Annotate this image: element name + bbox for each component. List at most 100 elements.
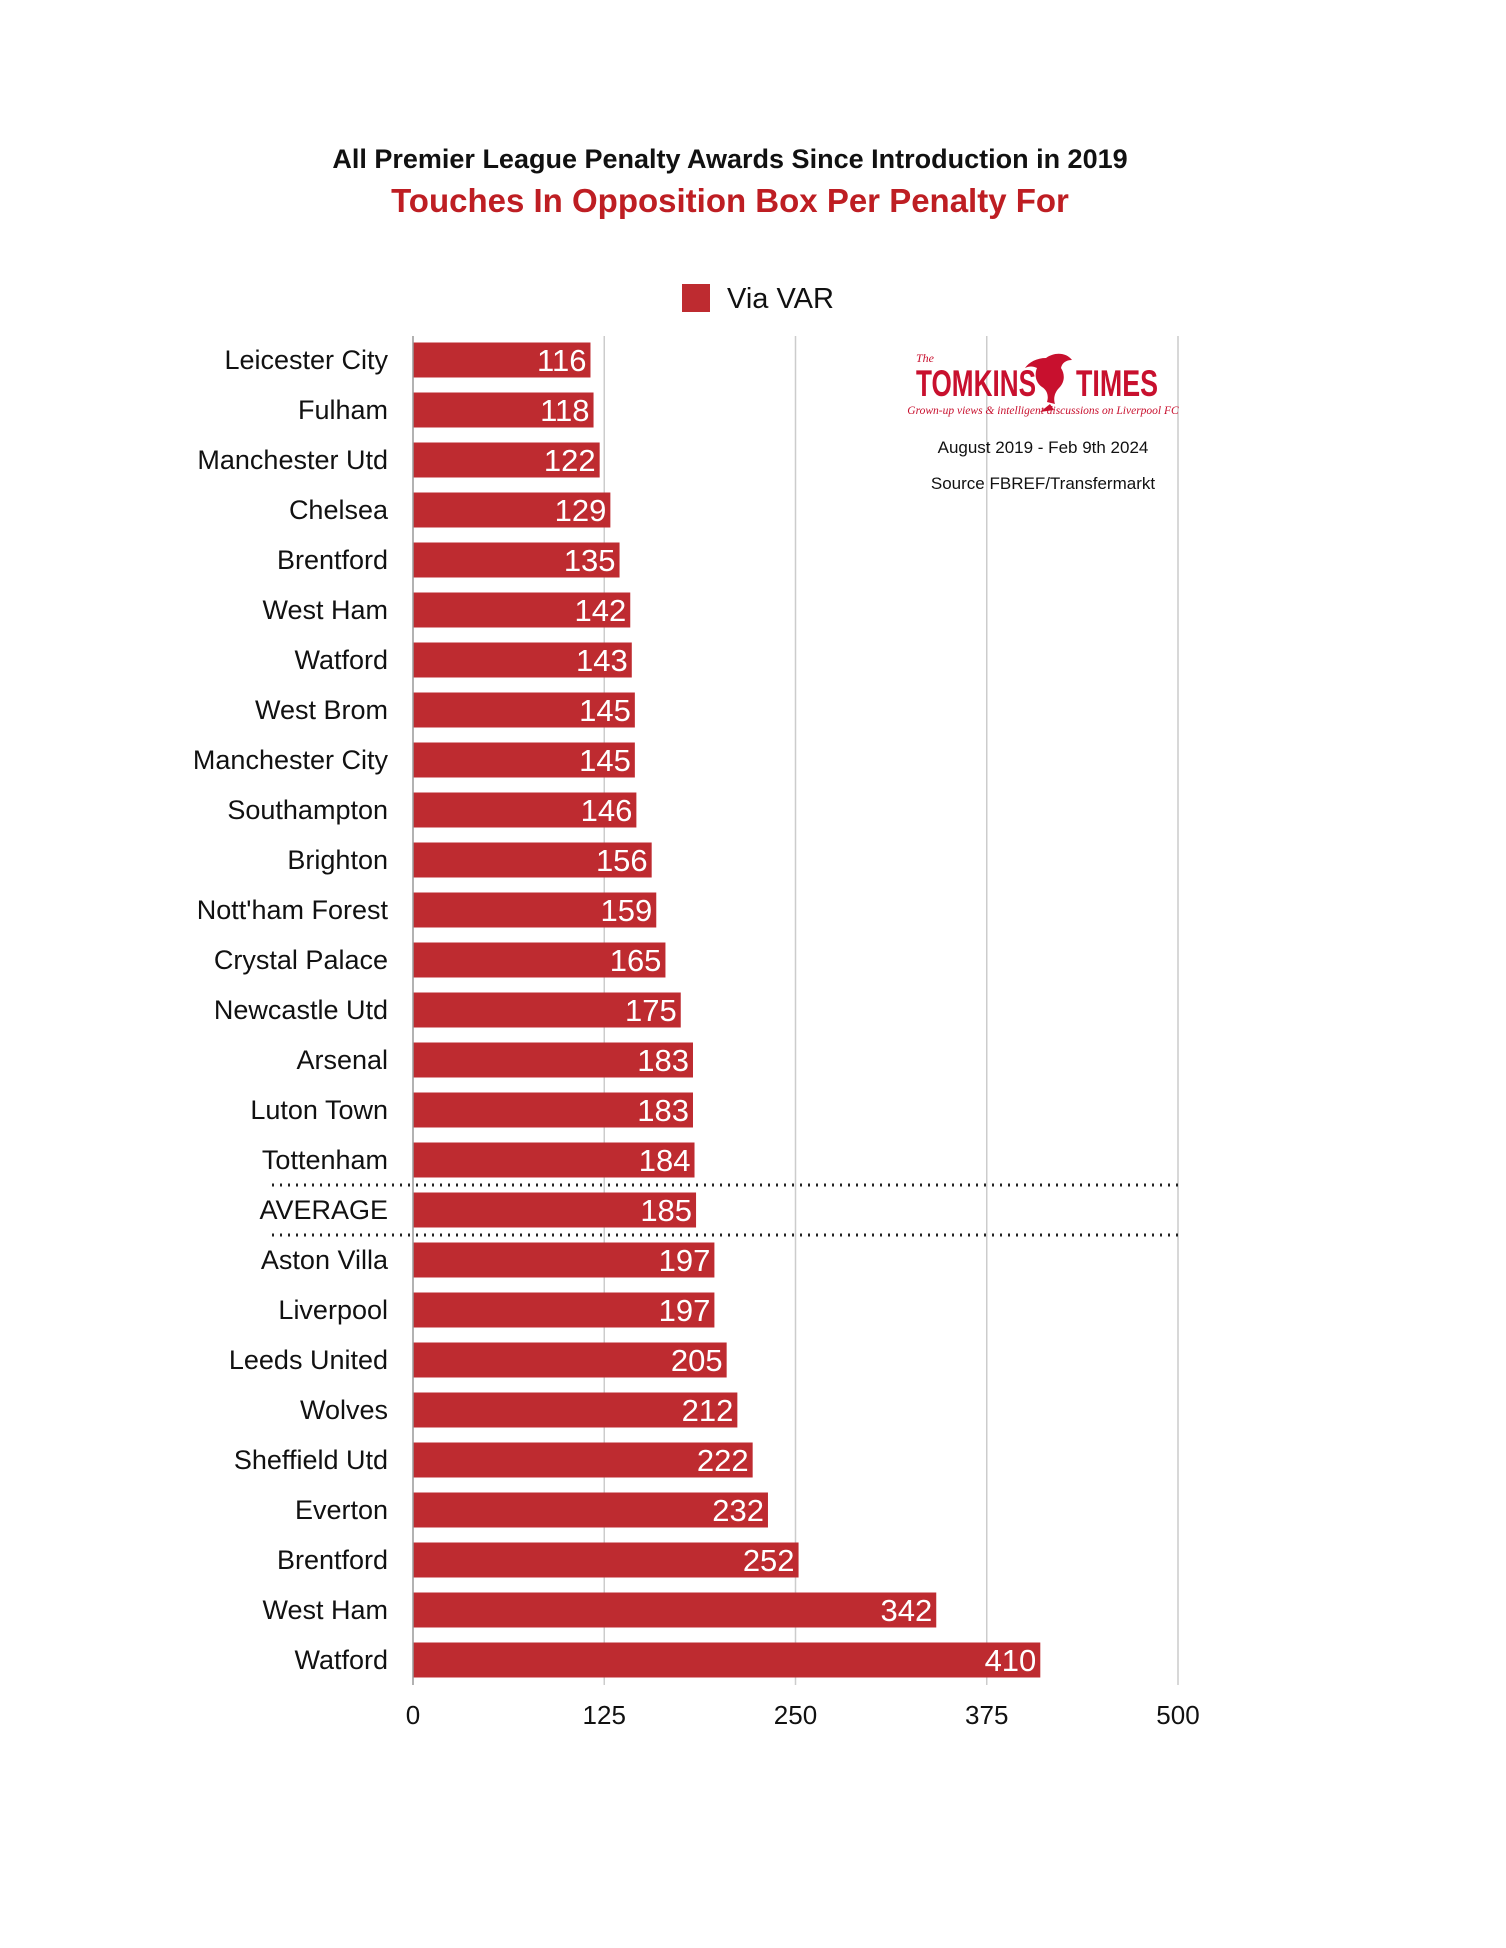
legend-swatch [682, 284, 710, 312]
category-label: West Ham [262, 595, 388, 625]
value-label: 146 [581, 793, 633, 828]
brand-logo: The TOMKINS TIMES Grown-up views & intel… [907, 351, 1179, 493]
category-label: Brighton [287, 845, 388, 875]
category-labels: Leicester City Fulham Manchester Utd Chelse… [193, 345, 389, 1675]
bar [413, 392, 594, 428]
value-label: 135 [564, 543, 616, 578]
value-label: 185 [640, 1193, 692, 1228]
category-label: AVERAGE [259, 1195, 388, 1225]
bar [413, 892, 657, 928]
bar [413, 792, 637, 828]
bar [413, 1342, 727, 1378]
x-tick-label: 500 [1156, 1700, 1199, 1730]
value-label: 205 [671, 1343, 723, 1378]
bar [413, 942, 666, 978]
bars [413, 342, 1041, 1678]
bar [413, 1042, 693, 1078]
value-label: 142 [575, 593, 627, 628]
bar [413, 1442, 753, 1478]
value-label: 197 [659, 1243, 711, 1278]
legend: Via VAR [682, 283, 834, 315]
bar [413, 692, 635, 728]
category-label: Southampton [227, 795, 388, 825]
value-label: 175 [625, 993, 677, 1028]
bar [413, 1642, 1041, 1678]
category-label: Everton [295, 1495, 388, 1525]
value-label: 159 [601, 893, 653, 928]
category-label: Fulham [298, 395, 388, 425]
x-axis-ticks: 0 125 250 375 500 [406, 1700, 1200, 1730]
value-label: 129 [555, 493, 607, 528]
category-label: Luton Town [250, 1095, 388, 1125]
category-label: Brentford [277, 545, 388, 575]
value-label: 145 [579, 693, 631, 728]
bar [413, 1542, 799, 1578]
category-label: Crystal Palace [214, 945, 388, 975]
category-label: Wolves [300, 1395, 388, 1425]
bar [413, 1392, 738, 1428]
category-label: Leicester City [224, 345, 388, 375]
category-label: Arsenal [296, 1045, 388, 1075]
bar [413, 1592, 937, 1628]
value-label: 232 [712, 1493, 764, 1528]
bar [413, 842, 652, 878]
category-label: Brentford [277, 1545, 388, 1575]
category-label: Aston Villa [261, 1245, 389, 1275]
value-label: 252 [743, 1543, 795, 1578]
x-tick-label: 125 [583, 1700, 626, 1730]
x-tick-label: 250 [774, 1700, 817, 1730]
value-label: 183 [637, 1093, 689, 1128]
value-label: 156 [596, 843, 648, 878]
category-label: West Ham [262, 1595, 388, 1625]
bar [413, 992, 681, 1028]
brand-word-right: TIMES [1076, 363, 1158, 404]
category-label: Sheffield Utd [234, 1445, 388, 1475]
x-tick-label: 0 [406, 1700, 420, 1730]
chart-subtitle: Touches In Opposition Box Per Penalty Fo… [391, 182, 1069, 219]
chart-title: All Premier League Penalty Awards Since … [332, 144, 1127, 174]
category-label: Liverpool [278, 1295, 388, 1325]
value-label: 118 [540, 393, 589, 428]
value-label: 116 [537, 343, 586, 378]
value-label: 143 [576, 643, 628, 678]
bar [413, 1092, 693, 1128]
value-label: 222 [697, 1443, 749, 1478]
x-tick-label: 375 [965, 1700, 1008, 1730]
category-label: Chelsea [289, 495, 389, 525]
bar [413, 342, 591, 378]
period-note: August 2019 - Feb 9th 2024 [938, 438, 1149, 457]
bar [413, 592, 631, 628]
value-label: 212 [682, 1393, 734, 1428]
category-label: Watford [294, 1645, 388, 1675]
category-label: Watford [294, 645, 388, 675]
bar [413, 742, 635, 778]
bar [413, 542, 620, 578]
bar [413, 492, 611, 528]
bar [413, 442, 600, 478]
bar [413, 642, 632, 678]
brand-tagline: Grown-up views & intelligent discussions… [907, 405, 1179, 417]
bar [413, 1242, 715, 1278]
average-separators [272, 1183, 1178, 1237]
value-label: 410 [985, 1643, 1037, 1678]
category-label: Newcastle Utd [214, 995, 388, 1025]
value-label: 165 [610, 943, 662, 978]
gridlines [603, 336, 1179, 1685]
legend-label: Via VAR [727, 283, 834, 315]
value-label: 184 [639, 1143, 691, 1178]
bar [413, 1192, 697, 1228]
category-label: Nott'ham Forest [197, 895, 389, 925]
category-label: Leeds United [229, 1345, 388, 1375]
brand-word-left: TOMKINS [916, 363, 1036, 404]
category-label: Manchester City [193, 745, 389, 775]
category-label: West Brom [255, 695, 388, 725]
brand-the: The [916, 351, 935, 365]
category-label: Manchester Utd [197, 445, 388, 475]
value-label: 145 [579, 743, 631, 778]
source-note: Source FBREF/Transfermarkt [931, 474, 1155, 493]
bar [413, 1492, 768, 1528]
value-label: 342 [881, 1593, 933, 1628]
bar [413, 1292, 715, 1328]
liverbird-icon [1025, 353, 1072, 412]
